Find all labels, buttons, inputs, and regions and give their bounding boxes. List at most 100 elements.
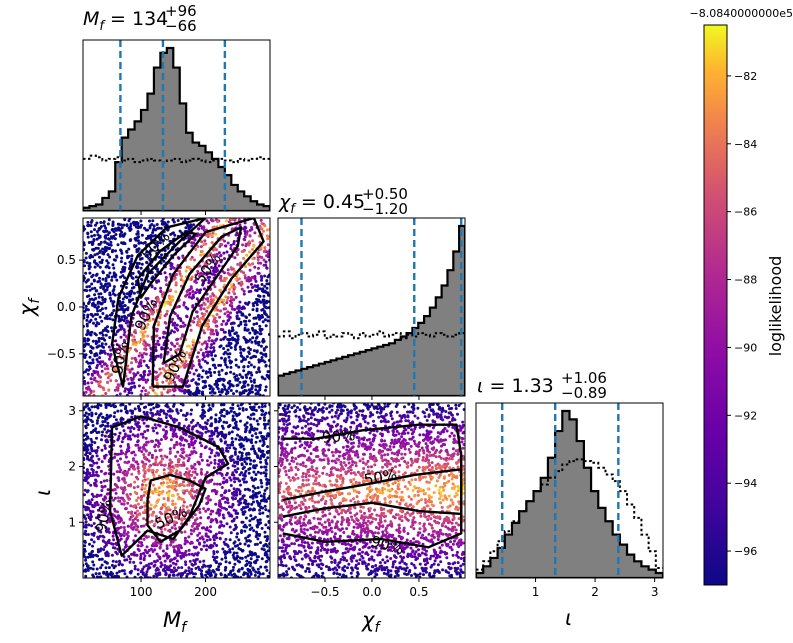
scatter-point [91, 346, 95, 350]
scatter-point [255, 370, 259, 374]
scatter-point [98, 309, 102, 312]
scatter-point [264, 385, 268, 389]
scatter-point [267, 509, 270, 513]
scatter-point [110, 278, 114, 282]
scatter-point [89, 220, 93, 224]
scatter-point [167, 462, 171, 466]
scatter-point [265, 486, 269, 490]
scatter-point [227, 329, 231, 333]
scatter-point [139, 552, 143, 556]
scatter-point [91, 358, 95, 362]
scatter-point [250, 276, 254, 280]
scatter-point [214, 329, 218, 332]
scatter-point [251, 257, 255, 261]
scatter-point [130, 552, 134, 556]
scatter-point [245, 253, 249, 257]
scatter-point [163, 463, 167, 467]
scatter-point [208, 350, 212, 354]
scatter-point [200, 432, 204, 436]
scatter-point [119, 409, 123, 413]
scatter-point [253, 486, 257, 490]
scatter-point [97, 465, 101, 469]
scatter-point [83, 349, 86, 353]
scatter-point [191, 470, 195, 474]
scatter-point [220, 408, 224, 412]
scatter-point [255, 524, 259, 528]
scatter-point [204, 370, 208, 374]
scatter-point [256, 518, 260, 522]
scatter-point [98, 534, 102, 538]
scatter-point [258, 324, 262, 328]
scatter-point [260, 227, 264, 231]
scatter-point [243, 381, 247, 385]
scatter-point [237, 538, 241, 542]
scatter-point [247, 361, 251, 364]
scatter-point [194, 424, 198, 427]
scatter-point [219, 274, 223, 278]
scatter-point [137, 378, 141, 382]
scatter-point [262, 303, 266, 307]
scatter-point [183, 530, 187, 534]
scatter-point [130, 569, 133, 573]
scatter-point [262, 353, 265, 357]
scatter-point [245, 355, 249, 359]
scatter-point [119, 275, 122, 279]
scatter-point [187, 295, 191, 299]
scatter-point [251, 355, 255, 359]
scatter-point [226, 501, 230, 505]
scatter-point [119, 303, 123, 307]
scatter-point [115, 386, 119, 389]
scatter-point [247, 243, 251, 247]
scatter-point [162, 347, 165, 351]
scatter-point [250, 434, 254, 438]
scatter-point [259, 478, 263, 482]
scatter-point [216, 308, 220, 312]
scatter-point [219, 253, 223, 257]
scatter-point [83, 316, 86, 320]
scatter-point [211, 569, 215, 573]
scatter-point [99, 566, 103, 570]
scatter-point [232, 572, 236, 576]
scatter-point [190, 570, 194, 574]
scatter-point [228, 352, 232, 356]
scatter-point [173, 312, 177, 316]
scatter-point [220, 368, 224, 372]
scatter-point [123, 295, 127, 299]
scatter-point [217, 373, 221, 377]
scatter-point [252, 417, 256, 421]
scatter-point [141, 460, 145, 464]
scatter-point [163, 564, 167, 567]
scatter-point [96, 446, 100, 449]
scatter-point [254, 432, 258, 436]
scatter-point [214, 429, 218, 433]
scatter-point [257, 367, 261, 371]
scatter-point [88, 265, 92, 269]
scatter-point [155, 431, 159, 435]
scatter-point [140, 277, 143, 281]
scatter-point [210, 266, 213, 269]
scatter-point [110, 361, 114, 365]
scatter-point [185, 290, 189, 293]
scatter-point [256, 384, 260, 388]
scatter-point [127, 382, 131, 386]
scatter-point [92, 321, 95, 325]
scatter-point [154, 515, 158, 518]
scatter-point [127, 391, 131, 395]
scatter-point [92, 563, 96, 567]
scatter-point [253, 573, 257, 577]
scatter-point [169, 378, 173, 382]
scatter-point [217, 459, 221, 463]
scatter-point [205, 427, 208, 431]
scatter-point [112, 309, 116, 312]
scatter-point [229, 459, 233, 463]
scatter-point [258, 332, 262, 336]
scatter-point [132, 291, 136, 295]
scatter-point [255, 309, 259, 313]
scatter-point [143, 378, 147, 382]
scatter-point [224, 500, 227, 504]
scatter-point [119, 457, 122, 461]
scatter-point [217, 453, 220, 457]
scatter-point [147, 562, 151, 566]
scatter-point [176, 219, 180, 222]
scatter-point [192, 393, 196, 396]
